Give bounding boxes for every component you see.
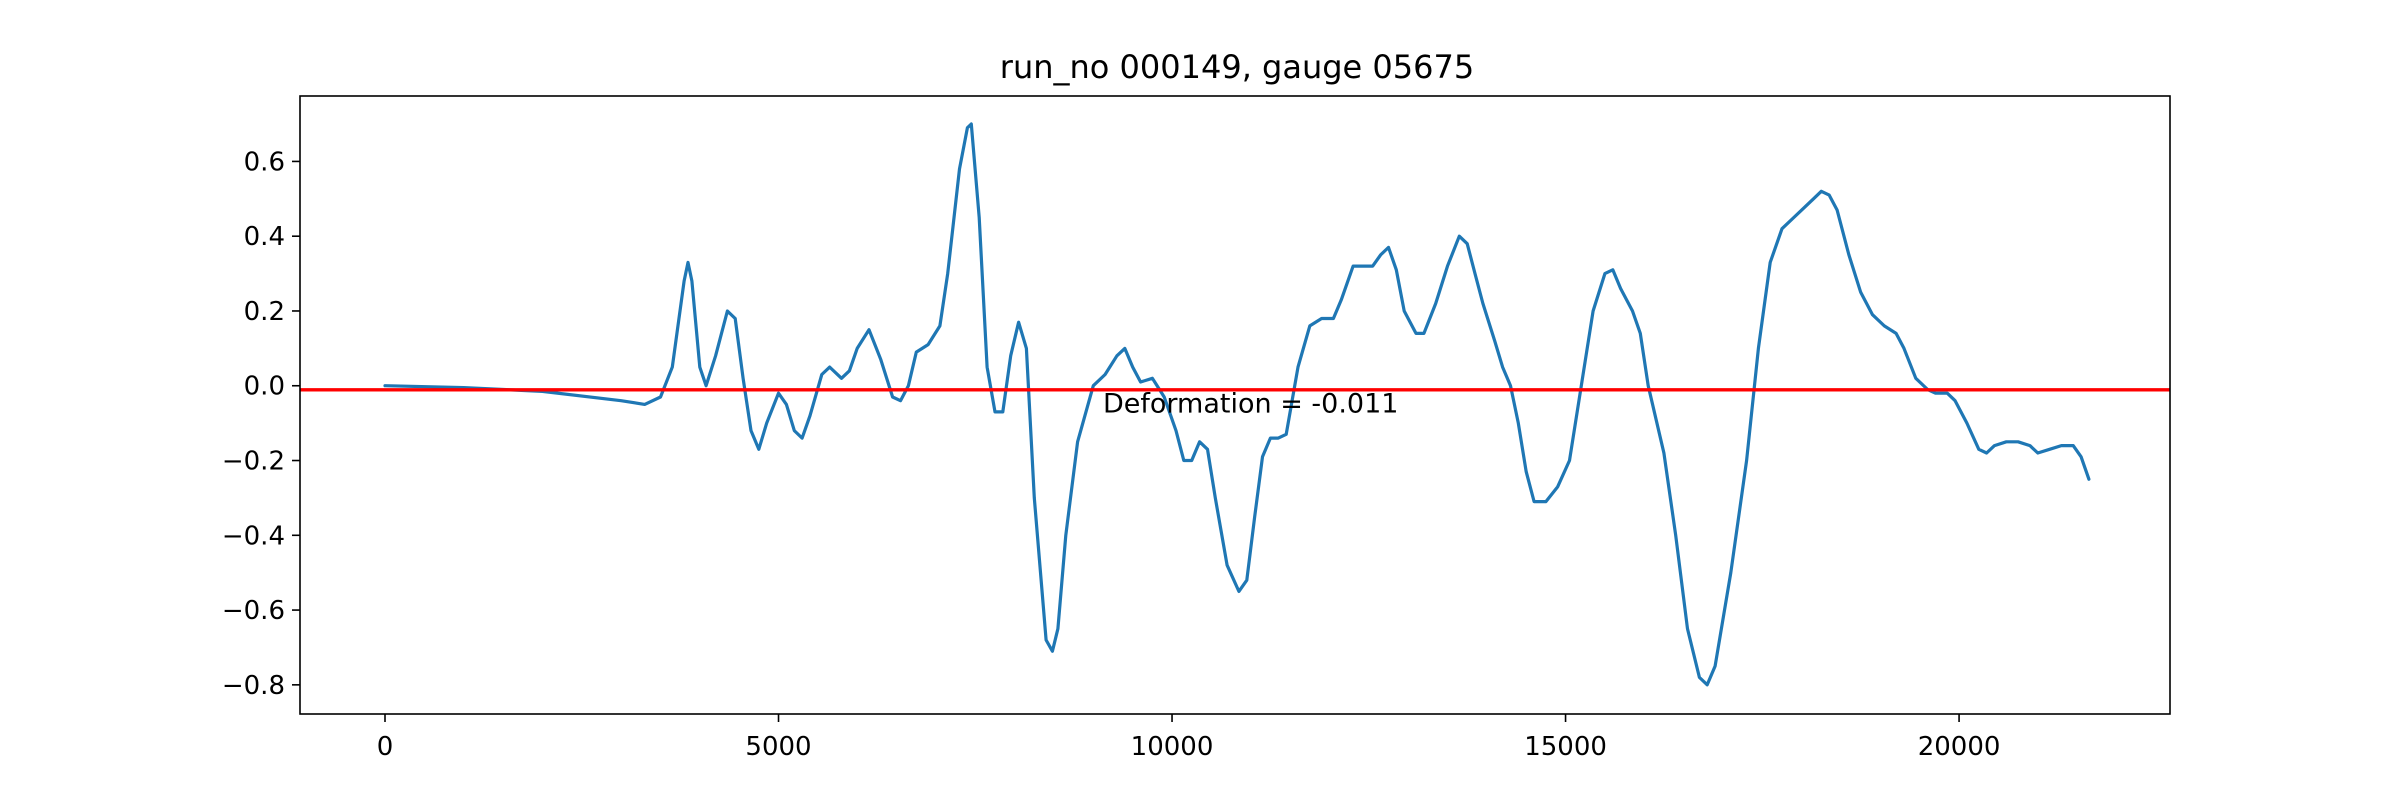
y-tick-label: −0.6	[222, 596, 285, 626]
x-axis: 0 5000 10000 15000 20000	[377, 714, 2001, 762]
plot-frame	[299, 95, 2171, 715]
x-tick-label: 5000	[745, 732, 811, 762]
x-tick-label: 0	[377, 732, 394, 762]
y-tick-label: 0.0	[244, 372, 285, 402]
chart-title: run_no 000149, gauge 05675	[1000, 48, 1474, 86]
x-tick-label: 15000	[1524, 732, 1607, 762]
y-tick-label: −0.4	[222, 521, 285, 551]
x-tick-label: 20000	[1918, 732, 2001, 762]
series-line	[383, 122, 2091, 687]
y-tick-label: −0.8	[222, 671, 285, 701]
y-tick-label: −0.2	[222, 447, 285, 477]
plot-area	[300, 122, 2170, 687]
y-tick-label: 0.2	[244, 297, 285, 327]
deformation-annotation: Deformation = -0.011	[1103, 389, 1398, 420]
y-tick-label: 0.4	[244, 222, 285, 252]
y-tick-label: 0.6	[244, 147, 285, 177]
y-axis: −0.8 −0.6 −0.4 −0.2 0.0 0.2 0.4 0.6	[222, 147, 300, 701]
x-tick-label: 10000	[1131, 732, 1214, 762]
